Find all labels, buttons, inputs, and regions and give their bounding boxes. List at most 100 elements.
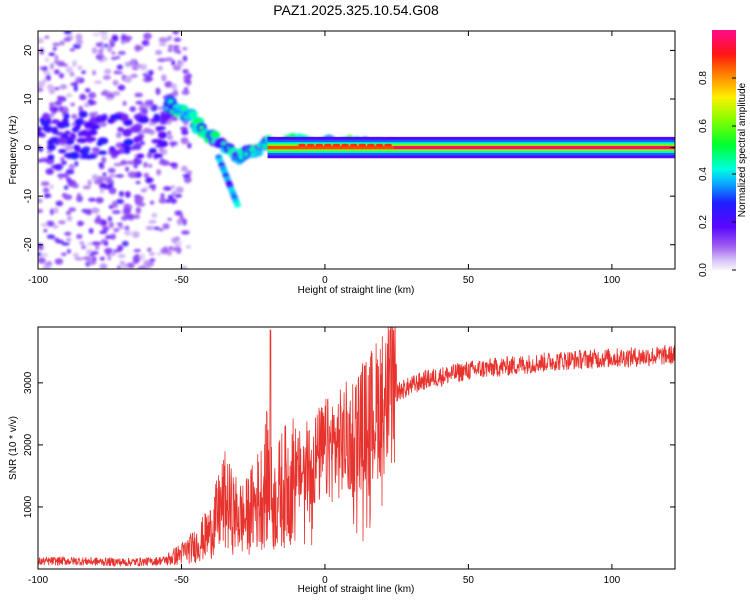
spectrogram-noise-cell xyxy=(42,125,52,132)
spectrogram-noise-cell xyxy=(47,154,55,160)
spectrogram-noise-cell xyxy=(135,200,143,206)
snr-y-label: SNR (10 * v/v) xyxy=(8,416,19,480)
spectrogram-noise-cell xyxy=(172,31,180,35)
spectrogram-noise-cell xyxy=(141,41,149,45)
spectrogram-noise-cell xyxy=(133,136,141,143)
spectrogram-noise-cell xyxy=(99,182,107,190)
spectrogram-noise-cell xyxy=(99,256,105,261)
spectrogram-noise-cell xyxy=(119,264,129,269)
spectrogram-noise-cell xyxy=(122,100,127,106)
spectrogram-noise-cell xyxy=(158,131,168,139)
spectrogram-x-label: Height of straight line (km) xyxy=(298,285,415,296)
spectrogram-noise-cell xyxy=(104,43,109,48)
spectrogram-noise-cell xyxy=(113,162,123,167)
spectrogram-noise-cell xyxy=(76,234,83,240)
y-tick-label: 3000 xyxy=(23,371,34,394)
spectrogram-noise-cell xyxy=(143,172,150,178)
spectrogram-noise-cell xyxy=(117,113,129,121)
spectrogram-noise-cell xyxy=(134,156,140,164)
colorbar-tick-label: 0.6 xyxy=(698,119,709,133)
spectrogram-noise-cell xyxy=(99,121,107,128)
spectrogram-noise-cell xyxy=(69,132,77,141)
spectrogram-noise-cell xyxy=(102,56,108,62)
snr-x-label: Height of straight line (km) xyxy=(298,584,415,595)
spectrogram-noise-cell xyxy=(63,153,72,158)
y-tick-label: 1000 xyxy=(23,495,34,518)
spectrogram-noise-cell xyxy=(173,89,179,96)
spectrogram-noise-cell xyxy=(182,47,188,51)
colorbar-tick-label: 0.0 xyxy=(698,263,709,277)
spectrogram-noise-cell xyxy=(157,65,163,71)
spectrogram-carrier-peak xyxy=(332,143,341,147)
colorbar-gradient xyxy=(712,30,736,270)
spectrogram-noise-cell xyxy=(116,248,122,253)
spectrogram-noise-cell xyxy=(92,256,97,261)
colorbar-tick-label: 0.2 xyxy=(698,215,709,229)
spectrogram-noise-cell xyxy=(63,31,72,35)
x-tick-label: 0 xyxy=(322,275,328,286)
spectrogram-noise-cell xyxy=(54,100,62,106)
spectrogram-noise-cell xyxy=(98,162,104,167)
spectrogram-carrier-band xyxy=(267,136,675,159)
y-tick-label: 2000 xyxy=(23,433,34,456)
spectrogram-noise-cell xyxy=(98,50,104,56)
spectrogram-noise-cell xyxy=(87,179,92,186)
x-tick-label: 100 xyxy=(604,275,621,286)
spectrogram-noise-cell xyxy=(135,180,141,185)
spectrogram-noise-cell xyxy=(43,228,48,233)
spectrogram-noise-cell xyxy=(82,256,92,261)
spectrogram-noise-cell xyxy=(49,102,55,107)
spectrogram-noise-cell xyxy=(134,254,140,258)
spectrogram-noise-cell xyxy=(95,197,104,204)
spectrogram-noise-cell xyxy=(91,47,98,54)
spectrogram-noise-cell xyxy=(136,153,145,159)
spectrogram-noise-cell xyxy=(165,199,171,204)
spectrogram-noise-cell xyxy=(146,151,153,159)
spectrogram-noise-cell xyxy=(115,131,122,139)
spectrogram-noise-cell xyxy=(68,207,77,212)
spectrogram-noise-cell xyxy=(168,246,174,250)
spectrogram-noise-cell xyxy=(156,252,162,256)
spectrogram-noise-cell xyxy=(134,44,141,52)
spectrogram-noise-cell xyxy=(124,213,133,219)
spectrogram-noise-cell xyxy=(88,91,97,99)
spectrogram-noise-cell xyxy=(169,141,178,146)
spectrogram-noise-cell xyxy=(124,35,133,41)
spectrogram-noise-cell xyxy=(38,37,45,44)
spectrogram-noise-cell xyxy=(151,212,158,218)
spectrogram-noise-cell xyxy=(124,225,130,231)
spectrogram-noise-cell xyxy=(94,80,102,84)
spectrogram-noise-cell xyxy=(143,161,148,168)
spectrogram-noise-cell xyxy=(164,57,174,62)
spectrogram-noise-cell xyxy=(123,149,131,154)
spectrogram-noise-cell xyxy=(167,194,174,200)
spectrogram-noise-cell xyxy=(68,163,76,170)
spectrogram-noise-cell xyxy=(117,127,124,132)
spectrogram-noise-cell xyxy=(94,179,103,185)
spectrogram-noise-cell xyxy=(42,187,50,193)
spectrogram-noise-cell xyxy=(61,242,70,246)
spectrogram-noise-cell xyxy=(149,104,158,112)
spectrogram-noise-cell xyxy=(174,193,183,198)
spectrogram-noise-cell xyxy=(153,153,163,159)
spectrogram-noise-cell xyxy=(122,129,132,137)
spectrogram-noise-cell xyxy=(40,181,50,187)
spectrogram-noise-cell xyxy=(99,31,108,36)
spectrogram-noise-cell xyxy=(161,74,167,82)
spectrogram-noise-cell xyxy=(175,186,184,194)
spectrogram-noise-cell xyxy=(103,241,109,246)
spectrogram-noise-cell xyxy=(111,35,119,42)
spectrogram-noise-cell xyxy=(108,173,118,178)
spectrogram-noise-cell xyxy=(140,188,148,193)
spectrogram-noise-cell xyxy=(149,258,156,263)
spectrogram-carrier-peak xyxy=(375,143,384,147)
spectrogram-noise-cell xyxy=(53,60,63,65)
spectrogram-noise-cell xyxy=(162,223,170,230)
spectrogram-noise-cell xyxy=(149,200,155,205)
spectrogram-noise-cell xyxy=(63,185,69,190)
y-tick-label: 10 xyxy=(23,93,34,105)
spectrogram-noise-cell xyxy=(54,54,59,62)
spectrogram-noise-cell xyxy=(101,219,107,224)
spectrogram-noise-cell xyxy=(106,179,115,184)
chart-title: PAZ1.2025.325.10.54.G08 xyxy=(273,2,439,18)
